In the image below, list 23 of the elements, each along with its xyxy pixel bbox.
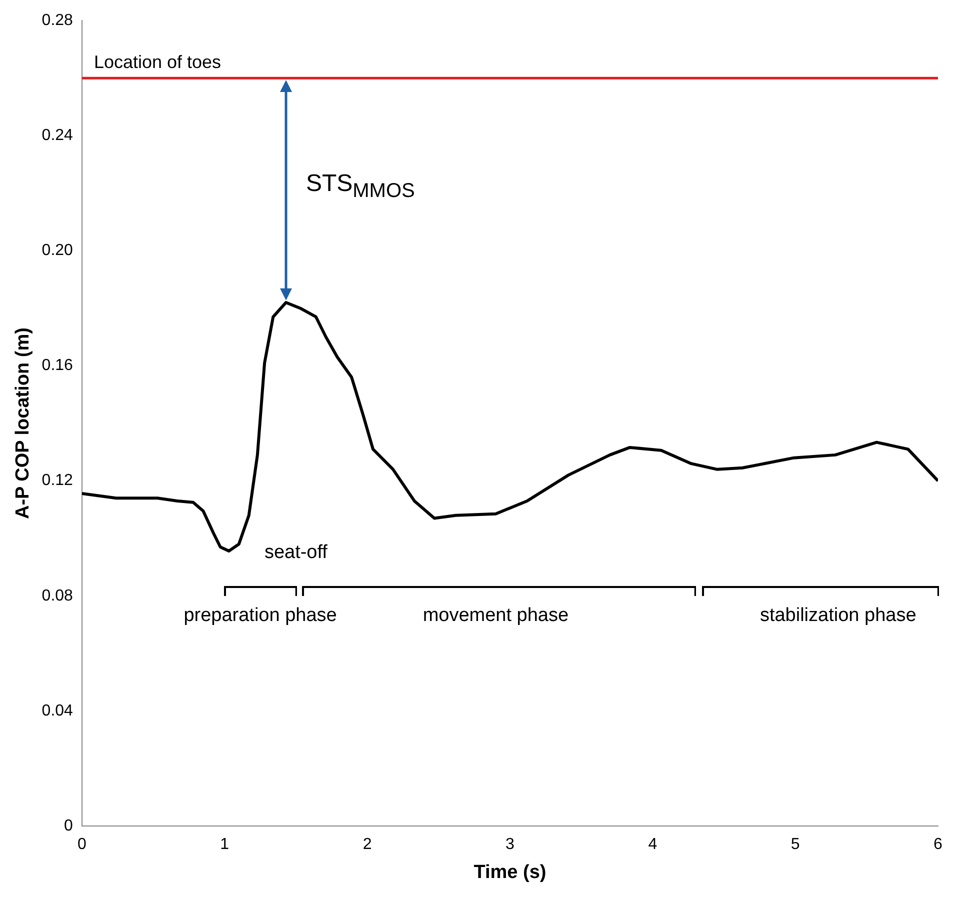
x-tick-label: 2 [362,836,372,854]
y-tick-label: 0.12 [42,472,74,490]
x-tick-label: 1 [220,836,230,854]
annotation: stabilization phase [758,604,918,628]
x-tick-label: 3 [506,836,515,854]
y-tick-label: 0.24 [42,127,74,144]
x-tick-label: 0 [77,836,86,854]
x-tick-label: 5 [790,836,800,854]
annotation: movement phase [422,604,570,628]
y-tick-label: 0.28 [42,12,74,30]
x-tick-label: 6 [934,836,943,854]
annotation: seat-off [263,540,328,565]
x-axis-title: Time (s) [474,862,546,883]
x-tick-label: 4 [648,836,658,854]
y-tick-label: 0.20 [42,242,74,260]
y-tick-label: 0.08 [42,587,74,604]
y-tick-label: 0.16 [42,357,74,374]
y-tick-label: 0.04 [42,702,74,720]
ref-line-label: Location of toes [94,52,222,72]
y-axis-title: A-P COP location (m) [12,328,34,520]
annotation: STS$_{MMOS}$ [306,170,415,204]
annotation: preparation phase [182,604,338,628]
y-tick-label: 0 [64,817,74,834]
